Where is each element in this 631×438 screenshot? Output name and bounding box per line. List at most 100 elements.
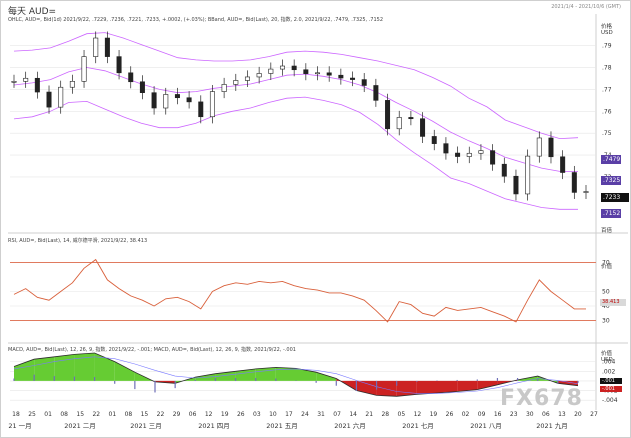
candle-body xyxy=(233,80,239,85)
candle-body xyxy=(525,155,531,195)
x-tick-label: 06 xyxy=(189,411,197,418)
macd-fill xyxy=(74,352,95,381)
candle-body xyxy=(443,143,449,154)
macd-fill xyxy=(416,380,437,395)
x-tick-label: 05 xyxy=(398,411,406,418)
macd-fill xyxy=(316,372,337,381)
x-tick-label: 01 xyxy=(109,411,117,418)
x-month-label: 21 一月 xyxy=(8,422,31,430)
x-month-label: 2021 三月 xyxy=(130,422,162,430)
macd-fill xyxy=(275,367,296,381)
macd-tick-label: .002 xyxy=(602,368,616,375)
candle-body xyxy=(279,65,285,70)
x-tick-label: 23 xyxy=(510,411,518,418)
candle-body xyxy=(501,163,507,177)
candle-body xyxy=(408,117,414,120)
rsi-tick-label: 30 xyxy=(602,318,610,325)
x-month-label: 2021 四月 xyxy=(198,422,230,430)
candle-body xyxy=(81,56,87,82)
x-tick-label: 03 xyxy=(253,411,261,418)
macd-fill xyxy=(457,380,478,392)
candle-body xyxy=(256,73,262,78)
candle-body xyxy=(268,68,274,74)
x-month-label: 2021 七月 xyxy=(402,421,434,430)
x-month-label: 2021 九月 xyxy=(536,421,568,430)
x-tick-label: 17 xyxy=(285,411,293,418)
candle-body xyxy=(385,100,391,130)
x-tick-label: 12 xyxy=(205,411,213,418)
price-tick-label: .75 xyxy=(602,130,612,137)
price-tick-label: .77 xyxy=(602,86,612,93)
candle-body xyxy=(536,137,542,157)
candle-body xyxy=(244,76,250,81)
x-tick-label: 21 xyxy=(365,411,373,418)
price-tick-label: .76 xyxy=(602,108,612,115)
x-tick-label: 24 xyxy=(301,411,309,418)
macd-signal-line xyxy=(13,356,579,394)
x-tick-label: 12 xyxy=(414,411,422,418)
macd-fill xyxy=(94,352,115,381)
macd-last-label: -.001 xyxy=(600,378,622,384)
candle-body xyxy=(431,136,437,144)
x-tick-label: 16 xyxy=(494,411,502,418)
candle-body xyxy=(583,191,589,193)
watermark-logo: FX678 xyxy=(500,386,583,411)
last-close-label: .7233 xyxy=(601,193,629,202)
macd-fill xyxy=(396,380,417,397)
rsi-axis-unit: 价值 xyxy=(601,264,613,270)
bb-middle-label: .7325 xyxy=(601,176,621,185)
candle-body xyxy=(34,77,40,93)
candle-body xyxy=(513,175,519,195)
candle-body xyxy=(315,72,321,75)
macd-fill xyxy=(557,380,578,386)
x-month-label: 2021 六月 xyxy=(334,421,366,430)
rsi-panel-header: RSI, AUD=, Bid(Last), 14, 威尔德平滑, 2021/9/… xyxy=(8,238,148,244)
price-axis-bottom-unit: 百倍 xyxy=(601,228,613,234)
rsi-tick-label: 70 xyxy=(602,260,610,267)
x-tick-label: 02 xyxy=(462,411,470,418)
candle-body xyxy=(93,37,99,57)
x-tick-label: 08 xyxy=(125,411,133,418)
candle-body xyxy=(466,152,472,157)
x-tick-label: 26 xyxy=(446,411,454,418)
macd-fill xyxy=(215,371,236,381)
candle-body xyxy=(163,94,169,109)
candle-body xyxy=(151,92,157,109)
x-tick-label: 29 xyxy=(173,411,181,418)
bollinger-lower-line xyxy=(13,96,578,210)
candle-body xyxy=(104,37,110,57)
rsi-line xyxy=(13,258,586,323)
candle-body xyxy=(186,97,192,103)
macd-axis-unit: 价值 USD xyxy=(601,351,613,363)
macd-fill xyxy=(235,368,256,381)
x-tick-label: 14 xyxy=(349,411,357,418)
macd-fill xyxy=(437,380,458,393)
macd-fill xyxy=(54,354,75,381)
macd-fill xyxy=(114,361,135,381)
macd-tick-label: .004 xyxy=(602,359,616,366)
x-tick-label: 25 xyxy=(28,411,36,418)
x-tick-label: 15 xyxy=(141,411,149,418)
bb-lower-label: .7152 xyxy=(601,209,621,218)
x-tick-label: 19 xyxy=(430,411,438,418)
candle-body xyxy=(69,81,75,88)
x-tick-label: 19 xyxy=(221,411,229,418)
x-tick-label: 15 xyxy=(76,411,84,418)
x-tick-label: 08 xyxy=(60,411,68,418)
macd-fill xyxy=(255,367,276,381)
candle-body xyxy=(303,69,309,74)
candle-body xyxy=(11,81,17,83)
candle-body xyxy=(361,79,367,86)
x-tick-label: 26 xyxy=(237,411,245,418)
candle-body xyxy=(139,81,145,93)
candle-body xyxy=(116,56,122,74)
candle-body xyxy=(209,91,215,118)
rsi-tick-label: 40 xyxy=(602,303,610,310)
candle-body xyxy=(350,77,356,80)
macd-fill xyxy=(34,356,55,381)
date-range: 2021/1/4 - 2021/10/6 (GMT) xyxy=(551,4,621,10)
candle-body xyxy=(338,74,344,79)
rsi-last-label: 38.413 xyxy=(600,299,626,306)
x-tick-label: 09 xyxy=(478,411,486,418)
